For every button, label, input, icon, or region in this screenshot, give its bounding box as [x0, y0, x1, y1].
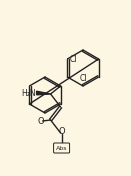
Text: O: O [37, 118, 44, 127]
Text: Cl: Cl [69, 55, 77, 64]
Text: Cl: Cl [79, 74, 87, 83]
Text: H₂N: H₂N [21, 89, 36, 98]
Polygon shape [37, 91, 51, 95]
Text: Abs: Abs [56, 146, 67, 150]
FancyBboxPatch shape [54, 143, 70, 153]
Text: O: O [58, 127, 65, 137]
